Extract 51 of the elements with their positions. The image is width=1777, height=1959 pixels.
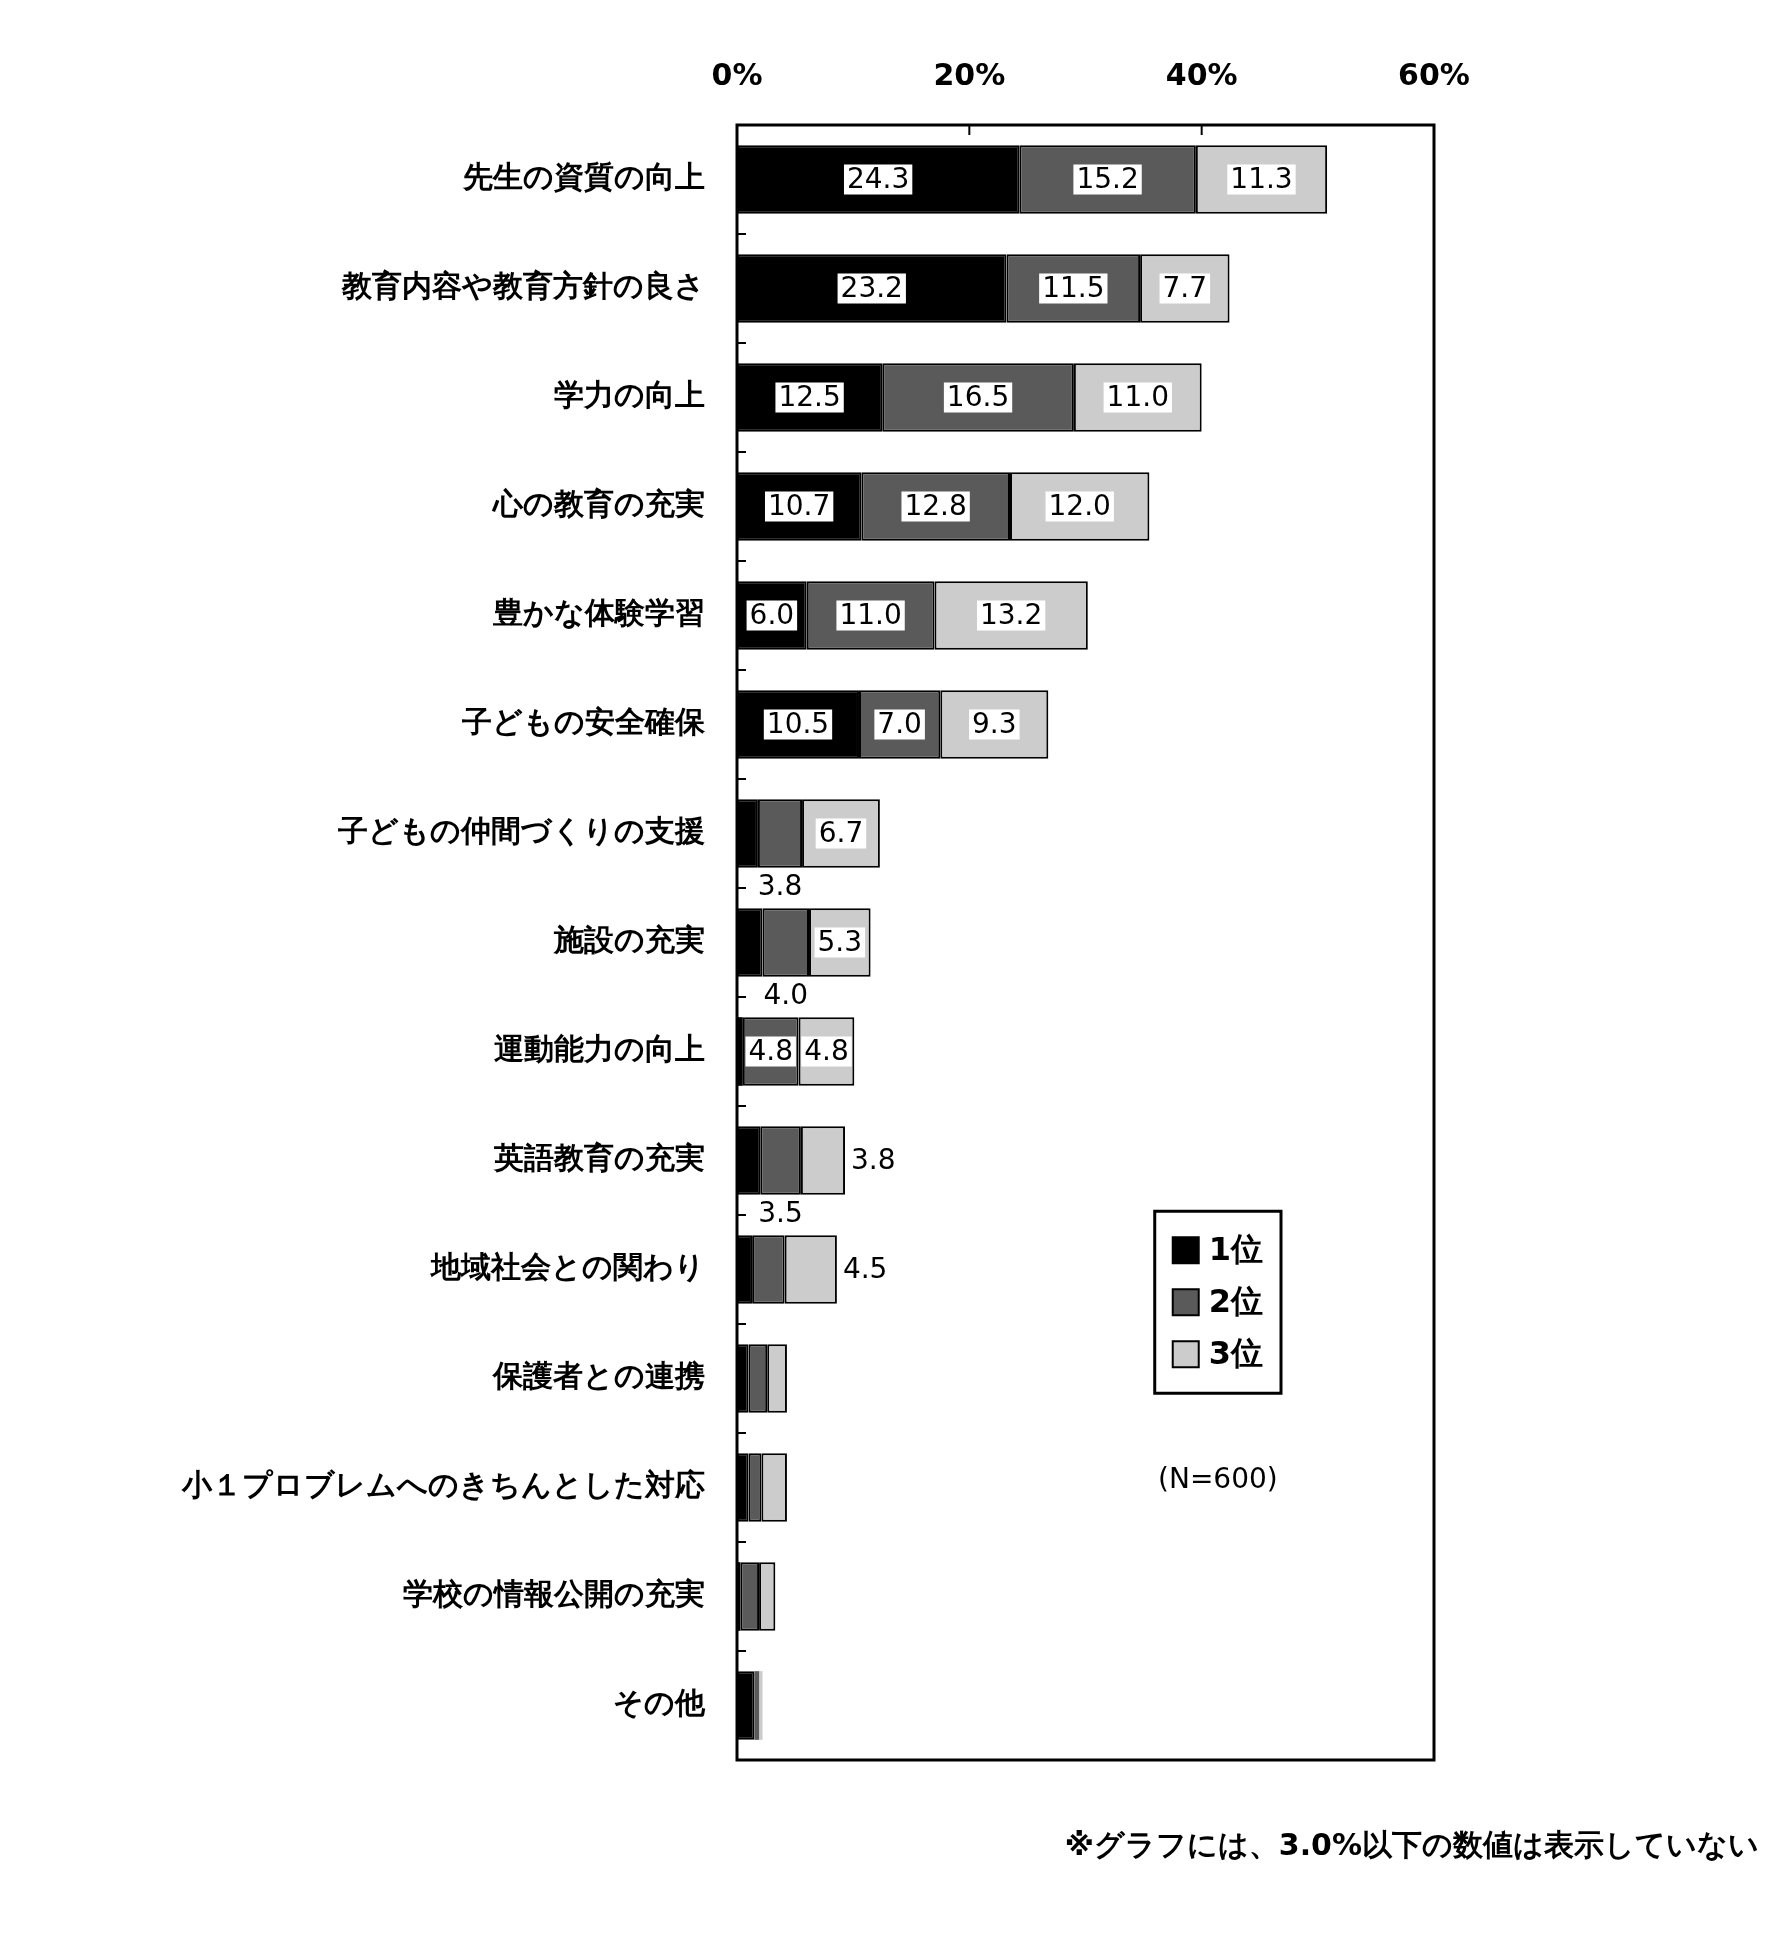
y-tick-label: 運動能力の向上 [494,1031,705,1067]
data-label: 16.5 [946,379,1010,413]
x-tick-label: 0% [711,56,763,92]
data-label: 11.0 [839,597,902,631]
data-label: 6.0 [749,597,795,631]
data-label: 9.3 [972,706,1017,740]
x-tick-label: 60% [1398,56,1470,92]
text: ※グラフには、3.0%以下の数値は表示していない [1064,1826,1759,1862]
data-label: 7.7 [1162,270,1208,304]
x-tick-label: 40% [1165,56,1238,92]
y-tick-label: 子どもの仲間づくりの支援 [337,813,705,849]
y-tick-label: 子どもの安全確保 [461,704,706,740]
y-tick-label: 学校の情報公開の充実 [403,1576,705,1612]
data-label: 4.8 [748,1033,793,1067]
data-label: 12.5 [778,379,841,413]
y-tick-label: 英語教育の充実 [493,1140,705,1176]
data-label: 12.8 [904,488,967,522]
legend-label: 1位 [1208,1229,1263,1268]
data-label: 6.7 [818,815,864,849]
data-label: 11.5 [1042,270,1105,304]
y-tick-label: 施設の充実 [553,922,705,958]
data-label: 15.2 [1076,161,1139,195]
data-label: 10.5 [766,706,830,740]
data-label: 4.8 [804,1033,849,1067]
data-label: 24.3 [846,161,910,195]
legend-label: 2位 [1208,1281,1263,1320]
annotation: (N=600) [1158,1462,1278,1496]
data-label: 4.0 [763,978,809,1012]
y-tick-label: 豊かな体験学習 [493,595,705,631]
data-label: 23.2 [840,270,903,304]
y-tick-label: 学力の向上 [554,377,705,413]
data-label: 12.0 [1048,488,1111,522]
data-label: 3.8 [757,869,803,903]
data-label: 5.3 [817,924,863,958]
y-tick-label: 小１プロブレムへのきちんとした対応 [181,1467,705,1503]
data-label: 10.7 [767,488,831,522]
x-tick-label: 20% [933,56,1006,92]
data-label: 11.0 [1106,379,1169,413]
data-label: 7.0 [877,706,922,740]
y-tick-label: 保護者との連携 [492,1358,705,1394]
y-tick-label: その他 [613,1685,706,1721]
y-tick-label: 教育内容や教育方針の良さ [341,268,705,304]
data-label: 11.3 [1230,161,1293,195]
legend-label: 3位 [1208,1333,1263,1372]
data-label: 3.5 [758,1196,803,1230]
data-label: 13.2 [979,597,1043,631]
data-label: 3.8 [851,1142,896,1176]
data-label: 4.5 [842,1251,888,1285]
y-tick-label: 先生の資質の向上 [462,159,705,195]
y-tick-label: 地域社会との関わり [429,1249,705,1285]
y-tick-label: 心の教育の充実 [491,486,705,522]
